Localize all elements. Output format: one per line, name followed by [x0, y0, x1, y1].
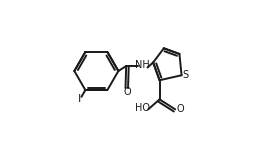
Text: NH: NH	[135, 60, 150, 70]
Text: O: O	[123, 87, 131, 97]
Text: I: I	[78, 94, 81, 104]
Text: O: O	[176, 104, 184, 114]
Text: HO: HO	[135, 103, 150, 113]
Text: S: S	[183, 70, 189, 80]
